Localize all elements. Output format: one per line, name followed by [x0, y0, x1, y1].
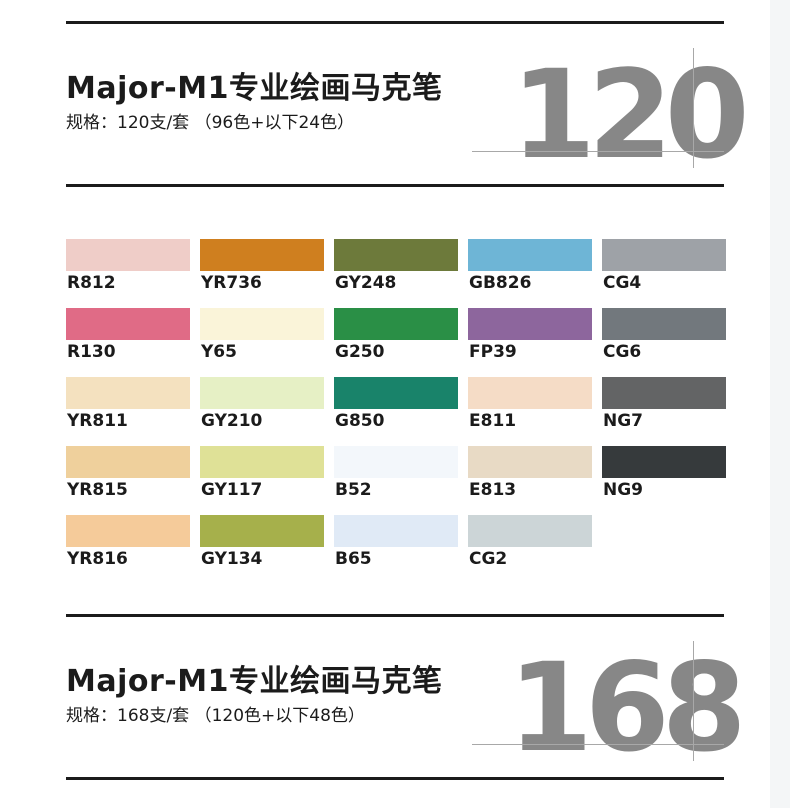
- swatch-code-label: NG7: [603, 411, 644, 431]
- swatch-top-divider: [66, 184, 724, 187]
- color-swatch: YR815: [66, 446, 190, 500]
- top-divider: [66, 21, 724, 24]
- color-swatch: YR811: [66, 377, 190, 431]
- swatch-code-label: GY134: [201, 549, 263, 569]
- swatch-color-chip: [200, 308, 324, 340]
- swatch-color-chip: [602, 239, 726, 271]
- swatch-color-chip: [200, 377, 324, 409]
- swatch-color-chip: [602, 377, 726, 409]
- color-swatch: GB826: [468, 239, 592, 293]
- swatch-color-chip: [602, 308, 726, 340]
- swatch-code-label: G850: [335, 411, 385, 431]
- swatch-code-label: CG6: [603, 342, 642, 362]
- swatch-color-chip: [334, 239, 458, 271]
- color-swatch: R130: [66, 308, 190, 362]
- swatch-color-chip: [468, 239, 592, 271]
- swatch-color-chip: [468, 308, 592, 340]
- swatch-code-label: YR811: [67, 411, 128, 431]
- swatch-color-chip: [66, 239, 190, 271]
- color-swatch: YR736: [200, 239, 324, 293]
- swatch-color-chip: [468, 377, 592, 409]
- color-swatch: GY210: [200, 377, 324, 431]
- guide-line-vertical: [693, 48, 694, 168]
- guide-line-horizontal: [472, 151, 724, 152]
- swatch-code-label: R130: [67, 342, 116, 362]
- color-swatch: GY117: [200, 446, 324, 500]
- swatch-code-label: YR736: [201, 273, 262, 293]
- color-swatch: B52: [334, 446, 458, 500]
- color-swatch: Y65: [200, 308, 324, 362]
- color-swatch: CG6: [602, 308, 726, 362]
- swatch-code-label: CG2: [469, 549, 508, 569]
- color-swatch: E813: [468, 446, 592, 500]
- set-120-number: 120: [511, 44, 750, 186]
- color-swatch: G250: [334, 308, 458, 362]
- product-page: Major-M1专业绘画马克笔 规格：120支/套 （96色+以下24色） 12…: [0, 0, 770, 808]
- swatch-color-chip: [66, 515, 190, 547]
- swatch-color-chip: [602, 446, 726, 478]
- set-168-spec: 规格：168支/套 （120色+以下48色）: [66, 706, 365, 726]
- swatch-code-label: GY248: [335, 273, 397, 293]
- swatch-code-label: R812: [67, 273, 116, 293]
- swatch-code-label: G250: [335, 342, 385, 362]
- swatch-color-chip: [66, 446, 190, 478]
- color-swatch: GY248: [334, 239, 458, 293]
- swatch-color-chip: [468, 515, 592, 547]
- color-swatch: CG2: [468, 515, 592, 569]
- swatch-code-label: CG4: [603, 273, 642, 293]
- swatch-color-chip: [334, 377, 458, 409]
- swatch-color-chip: [468, 446, 592, 478]
- swatch-code-label: Y65: [201, 342, 237, 362]
- color-swatch: NG7: [602, 377, 726, 431]
- guide-line-horizontal: [472, 744, 724, 745]
- swatch-code-label: YR815: [67, 480, 128, 500]
- swatch-code-label: B65: [335, 549, 372, 569]
- swatch-code-label: GY117: [201, 480, 263, 500]
- set-120-spec: 规格：120支/套 （96色+以下24色）: [66, 113, 355, 133]
- color-swatch: B65: [334, 515, 458, 569]
- color-swatch: YR816: [66, 515, 190, 569]
- swatch-color-chip: [66, 308, 190, 340]
- set-168-title: Major-M1专业绘画马克笔: [66, 664, 443, 699]
- color-swatch: GY134: [200, 515, 324, 569]
- swatch-color-chip: [66, 377, 190, 409]
- swatch-color-chip: [334, 515, 458, 547]
- set-168-number: 168: [508, 637, 747, 779]
- swatch-code-label: FP39: [469, 342, 517, 362]
- guide-line-vertical: [693, 641, 694, 761]
- color-swatch: G850: [334, 377, 458, 431]
- swatch-color-chip: [334, 446, 458, 478]
- color-swatch: NG9: [602, 446, 726, 500]
- color-swatch: CG4: [602, 239, 726, 293]
- swatch-code-label: YR816: [67, 549, 128, 569]
- swatch-color-chip: [334, 308, 458, 340]
- swatch-code-label: GB826: [469, 273, 532, 293]
- swatch-color-chip: [200, 515, 324, 547]
- swatch-code-label: E813: [469, 480, 517, 500]
- color-swatch: E811: [468, 377, 592, 431]
- swatch-bottom-divider: [66, 614, 724, 617]
- swatch-color-chip: [200, 239, 324, 271]
- bottom-divider: [66, 777, 724, 780]
- color-swatch: R812: [66, 239, 190, 293]
- swatch-code-label: GY210: [201, 411, 263, 431]
- set-120-title: Major-M1专业绘画马克笔: [66, 71, 443, 106]
- swatch-code-label: E811: [469, 411, 517, 431]
- swatch-code-label: NG9: [603, 480, 644, 500]
- color-swatch: FP39: [468, 308, 592, 362]
- swatch-color-chip: [200, 446, 324, 478]
- swatch-code-label: B52: [335, 480, 372, 500]
